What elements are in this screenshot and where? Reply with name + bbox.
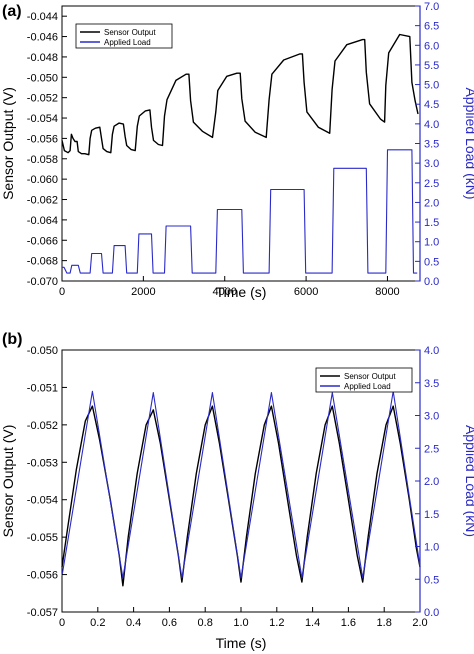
x-tick-label: 4000 [212,286,236,298]
y2-tick-label: 3.5 [424,378,439,390]
y-tick-label: -0.050 [27,72,58,84]
y-axis-label-a: Sensor Output (V) [0,87,16,200]
y2-tick-label: 4.0 [424,345,439,357]
y2-tick-label: 6.5 [424,21,439,33]
y2-tick-label: 0.5 [424,574,439,586]
legend-entry-load-a: Applied Load [104,38,151,47]
x-tick-label: 1.4 [305,617,320,629]
legend-box-a [75,23,173,49]
x-tick-label: 2000 [131,286,155,298]
y-axis-label-b: Sensor Output (V) [0,425,16,538]
y2-tick-label: 1.5 [424,509,439,521]
x-axis-label-a: Time (s) [216,284,267,300]
panel-b-label: (b) [2,331,22,348]
y2-tick-label: 3.0 [424,411,439,423]
y2-tick-label: 0.0 [424,607,439,619]
x-tick-label: 1.6 [341,617,356,629]
x-tick-label: 6000 [294,286,318,298]
y2-tick-label: 2.5 [424,178,439,190]
y2-tick-label: 3.5 [424,139,439,151]
x-tick-label: 2.0 [412,617,427,629]
y2-tick-label: 0.5 [424,256,439,268]
y-tick-label: -0.052 [27,420,58,432]
applied-load-line [62,149,418,274]
y-tick-label: -0.046 [27,32,58,44]
y2-tick-label: 0.0 [424,276,439,288]
x-axis-label-b: Time (s) [216,635,267,651]
y-tick-label: -0.048 [27,52,58,64]
legend-b: Sensor Output Applied Load [315,367,413,393]
y2-tick-label: 1.5 [424,217,439,229]
y-tick-label: -0.056 [27,133,58,145]
x-tick-label: 1.0 [233,617,248,629]
panel-a: (a) 0 2000 4000 6000 8000 -0.070 -0.068 -0.066 -… [0,1,474,300]
y-tick-label: -0.054 [27,495,58,507]
legend-a: Sensor Output Applied Load [75,23,173,49]
y2-tick-label: 2.0 [424,197,439,209]
panel-b: (b) 0 0.2 0.4 0.6 0.8 1.0 1.2 1.4 1.6 1.8 2.0 -0.05… [0,331,474,651]
x-tick-label: 0 [59,617,65,629]
x-tick-label: 1.8 [377,617,392,629]
y-tick-label: -0.055 [27,532,58,544]
x-tick-label: 8000 [375,286,399,298]
y-tick-label: -0.068 [27,256,58,268]
legend-entry-sensor-a: Sensor Output [104,28,156,37]
y-tick-label: -0.056 [27,570,58,582]
y2-tick-label: 4.0 [424,119,439,131]
applied-load-line [61,390,421,579]
y2-tick-label: 3.0 [424,158,439,170]
x-tick-label: 0 [59,286,65,298]
y2-tick-label: 5.0 [424,80,439,92]
sensor-output-line [61,33,419,156]
y2-tick-label: 4.5 [424,99,439,111]
y-tick-label: -0.052 [27,93,58,105]
y2-tick-label: 1.0 [424,542,439,554]
y-tick-label: -0.064 [27,215,58,227]
y2-axis-label-b: Applied Load (kN) [463,425,474,537]
y-tick-label: -0.062 [27,195,58,207]
y2-tick-label: 2.5 [424,443,439,455]
y2-tick-label: 1.0 [424,237,439,249]
y2-tick-label: 2.0 [424,476,439,488]
y-tick-label: -0.060 [27,174,58,186]
panel-a-label: (a) [2,3,22,20]
x-tick-label: 0.4 [126,617,141,629]
y2-tick-label: 5.5 [424,60,439,72]
x-tick-label: 0.8 [198,617,213,629]
y2-tick-label: 6.0 [424,40,439,52]
x-tick-label: 1.2 [269,617,284,629]
y2-tick-label: 7.0 [424,1,439,13]
sensor-output-line [61,405,421,587]
y-tick-label: -0.044 [27,11,58,23]
x-tick-label: 0.2 [90,617,105,629]
y-tick-label: -0.070 [27,276,58,288]
y-tick-label: -0.050 [27,345,58,357]
legend-entry-load-b: Applied Load [344,382,391,391]
legend-box-b [315,367,413,393]
y-tick-label: -0.057 [27,607,58,619]
y-tick-label: -0.054 [27,113,58,125]
y-tick-label: -0.051 [27,382,58,394]
y-tick-label: -0.066 [27,235,58,247]
y-tick-label: -0.058 [27,154,58,166]
y-tick-label: -0.053 [27,457,58,469]
y2-axis-label-a: Applied Load (kN) [463,87,474,199]
x-tick-label: 0.6 [162,617,177,629]
legend-entry-sensor-b: Sensor Output [344,372,396,381]
